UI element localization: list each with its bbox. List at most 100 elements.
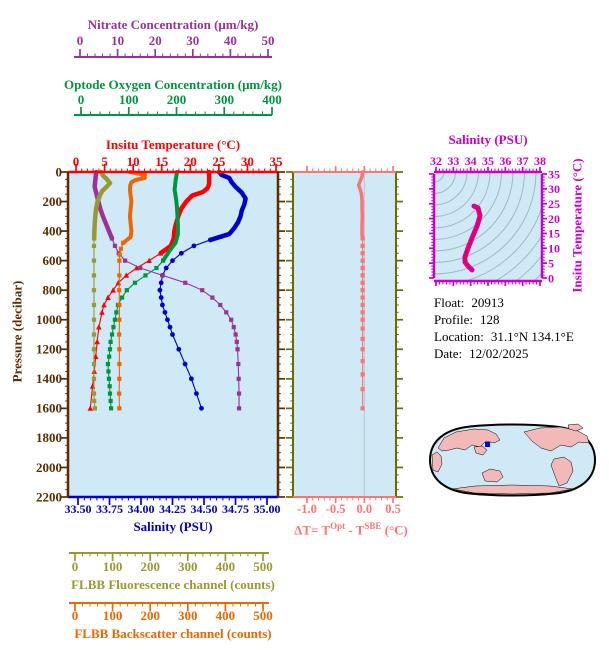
map-landmass <box>550 456 574 487</box>
profile-value: 128 <box>480 312 500 327</box>
svg-text:600: 600 <box>43 253 63 268</box>
float-info-location: Location: 31.1°N 134.1°E <box>434 329 574 344</box>
svg-text:400: 400 <box>262 92 282 107</box>
delta-t-axis-right <box>395 171 403 498</box>
svg-text:0.0: 0.0 <box>357 502 373 516</box>
date-label: Date: <box>434 346 463 361</box>
nitrate-axis-title: Nitrate Concentration (μm/kg) <box>87 17 259 32</box>
svg-text:1600: 1600 <box>36 401 62 416</box>
delta-t-axis-title: ΔT= TOpt - TSBE (°C) <box>285 519 417 537</box>
backscatter-axis-title: FLBB Backscatter channel (counts) <box>74 626 272 641</box>
svg-text:1400: 1400 <box>36 371 62 386</box>
svg-text:0: 0 <box>78 92 85 107</box>
svg-text:1800: 1800 <box>36 430 62 445</box>
svg-text:800: 800 <box>43 282 63 297</box>
map-landmass <box>451 484 574 495</box>
date-value: 12/02/2025 <box>469 346 529 361</box>
svg-text:-1.0: -1.0 <box>297 502 317 516</box>
float-info-date: Date: 12/02/2025 <box>434 346 574 361</box>
curve-oxygen <box>105 170 180 411</box>
delta-t-panel-area <box>293 172 396 497</box>
map-landmass <box>567 423 584 432</box>
svg-text:33.50: 33.50 <box>65 502 92 516</box>
svg-text:0: 0 <box>548 271 554 285</box>
svg-text:10: 10 <box>111 33 124 48</box>
svg-text:0: 0 <box>72 559 79 574</box>
temperature-axis: 0 5 10 15 20 25 30 35 <box>68 154 283 174</box>
svg-text:33: 33 <box>447 154 459 168</box>
svg-text:1200: 1200 <box>36 342 62 357</box>
svg-text:2000: 2000 <box>36 460 62 475</box>
svg-text:10: 10 <box>127 154 140 169</box>
ts-salinity-axis-title: Salinity (PSU) <box>448 132 528 147</box>
location-value: 31.1°N 134.1°E <box>490 329 574 344</box>
svg-text:300: 300 <box>178 608 198 623</box>
ts-panel-area <box>434 172 542 281</box>
curve-fluorescence <box>91 169 113 411</box>
pressure-axis-title: Pressure (decibar) <box>9 280 25 383</box>
svg-text:15: 15 <box>155 154 169 169</box>
svg-text:34.50: 34.50 <box>191 502 218 516</box>
svg-text:200: 200 <box>43 194 63 209</box>
svg-text:400: 400 <box>43 223 63 238</box>
svg-text:34: 34 <box>465 154 477 168</box>
ts-salinity-axis: 32 33 34 35 36 37 38 <box>430 154 546 174</box>
temperature-axis-title: Insitu Temperature (°C) <box>105 137 241 152</box>
nitrate-axis: 0 10 20 30 40 50 <box>74 33 275 58</box>
svg-text:200: 200 <box>140 559 160 574</box>
salinity-axis: 33.50 33.75 34.00 34.25 34.50 34.75 35.00 <box>65 495 281 516</box>
svg-text:0: 0 <box>73 154 80 169</box>
pressure-axis-right <box>276 171 285 498</box>
ts-curve <box>462 203 483 273</box>
svg-text:500: 500 <box>253 559 273 574</box>
delta-t-title-sup-opt: Opt <box>330 521 346 531</box>
svg-text:100: 100 <box>103 559 123 574</box>
svg-text:30: 30 <box>548 182 560 196</box>
map-landmass <box>481 468 504 483</box>
delta-t-title-mid: - T <box>345 522 365 538</box>
oxygen-axis: 0 100 200 300 400 <box>74 92 282 116</box>
delta-t-title-sup-sbe: SBE <box>364 521 382 531</box>
svg-text:37: 37 <box>517 154 529 168</box>
svg-text:0: 0 <box>56 164 63 179</box>
svg-text:-0.5: -0.5 <box>326 502 346 516</box>
delta-t-axis-bottom: -1.0 -0.5 0.0 0.5 <box>293 496 401 516</box>
float-info-float: Float: 20913 <box>434 295 574 310</box>
svg-text:35: 35 <box>482 154 494 168</box>
svg-text:400: 400 <box>216 559 236 574</box>
ts-axis-bottom <box>434 279 542 286</box>
backscatter-axis: 0 100 200 300 400 500 <box>69 602 273 623</box>
delta-t-axis-left <box>286 171 294 498</box>
svg-text:35: 35 <box>548 167 560 181</box>
svg-text:300: 300 <box>215 92 235 107</box>
svg-text:200: 200 <box>140 608 160 623</box>
pressure-axis-left: 0 200 400 600 800 1000 1200 1400 1600 1800 2000 220… <box>36 164 70 504</box>
world-map <box>428 423 597 497</box>
svg-text:0: 0 <box>72 608 79 623</box>
svg-text:20: 20 <box>149 33 162 48</box>
svg-text:34.75: 34.75 <box>222 502 249 516</box>
svg-text:25: 25 <box>548 197 560 211</box>
svg-text:34.25: 34.25 <box>159 502 186 516</box>
float-info-profile: Profile: 128 <box>434 312 574 327</box>
svg-text:20: 20 <box>548 212 560 226</box>
svg-text:0: 0 <box>77 33 84 48</box>
svg-text:0.5: 0.5 <box>385 502 401 516</box>
delta-t-title-prefix: ΔT= T <box>294 522 331 538</box>
svg-text:300: 300 <box>178 559 198 574</box>
svg-text:35.00: 35.00 <box>254 502 281 516</box>
svg-text:50: 50 <box>262 33 275 48</box>
svg-text:400: 400 <box>216 608 236 623</box>
svg-text:5: 5 <box>548 256 554 270</box>
svg-text:38: 38 <box>534 154 546 168</box>
float-value: 20913 <box>471 295 504 310</box>
map-landmass <box>431 451 443 473</box>
map-landmass <box>523 426 590 452</box>
svg-text:1000: 1000 <box>36 312 62 327</box>
svg-text:40: 40 <box>224 33 237 48</box>
salinity-axis-title: Salinity (PSU) <box>133 519 213 534</box>
svg-text:5: 5 <box>101 154 108 169</box>
svg-text:36: 36 <box>499 154 511 168</box>
